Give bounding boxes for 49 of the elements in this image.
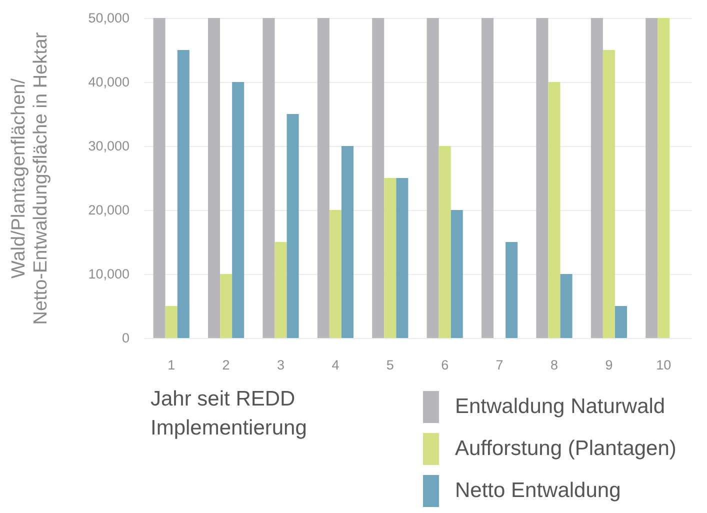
y-axis-title: Wald/Plantagenflächen/ Netto-Entwaldungsfläche in Hektar: [8, 32, 52, 325]
bar: [262, 18, 275, 338]
bar: [482, 18, 494, 338]
x-tick-label: 1: [168, 358, 176, 372]
bar: [329, 210, 342, 338]
bar: [614, 306, 627, 338]
bar: [286, 114, 299, 338]
bar: [438, 146, 451, 338]
y-tick-label: 10,000: [88, 266, 130, 282]
x-tick-label: 5: [386, 358, 394, 372]
bar: [341, 146, 354, 338]
legend-label: Netto Entwaldung: [454, 479, 621, 502]
x-tick-label: 3: [276, 358, 285, 372]
bar: [384, 178, 396, 338]
bar: [590, 18, 603, 338]
x-tick-label: 8: [550, 358, 558, 372]
bar: [426, 18, 439, 338]
y-tick-label: 40,000: [88, 74, 130, 90]
bar: [450, 210, 463, 338]
x-tick-label: 2: [222, 358, 230, 372]
bar: [317, 18, 330, 338]
y-tick-label: 20,000: [88, 202, 130, 218]
bar: [548, 82, 560, 338]
bar: [220, 274, 232, 338]
x-tick-label: 6: [441, 358, 449, 372]
bar: [560, 274, 572, 338]
bar: [165, 306, 178, 338]
bar: [274, 242, 287, 338]
bar: [646, 18, 658, 338]
y-tick-label: 0: [122, 330, 130, 346]
bar: [177, 50, 190, 338]
bar: [208, 18, 220, 338]
x-tick-label: 9: [605, 358, 613, 372]
bar: [602, 50, 615, 338]
bar: [372, 18, 384, 338]
x-axis-title: Jahr seit REDD Implementierung: [150, 388, 307, 440]
bar: [396, 178, 408, 338]
x-tick-label: 7: [496, 358, 504, 372]
x-tick-label: 4: [332, 358, 340, 372]
bar: [232, 82, 244, 338]
legend-label: Aufforstung (Plantagen): [454, 437, 676, 460]
x-tick-label: 10: [656, 358, 672, 372]
bar: [536, 18, 548, 338]
y-tick-label: 50,000: [88, 10, 130, 26]
legend-label: Entwaldung Naturwald: [454, 395, 666, 418]
bar: [506, 242, 518, 338]
bar: [153, 18, 166, 338]
bar: [658, 18, 670, 338]
y-tick-label: 30,000: [88, 138, 130, 154]
